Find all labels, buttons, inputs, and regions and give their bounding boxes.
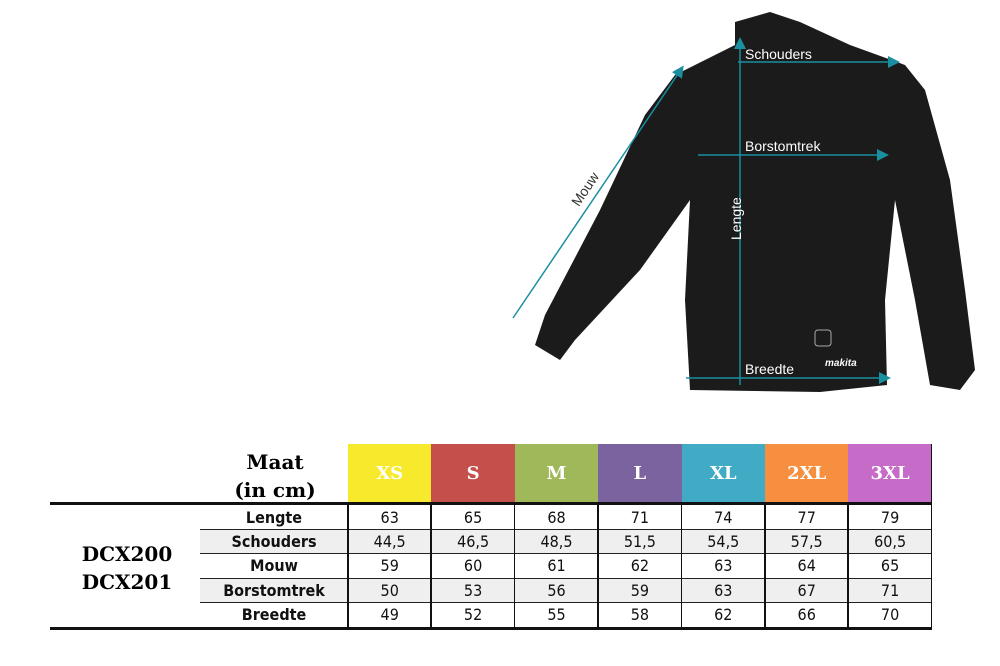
table-cell: 66 — [797, 605, 816, 624]
column-divider — [680, 505, 683, 627]
model-names: DCX200 DCX201 — [81, 542, 173, 594]
table-cell: 59 — [380, 556, 399, 575]
table-cell: 59 — [630, 580, 650, 600]
table-cell: 50 — [380, 580, 399, 600]
row-divider — [200, 529, 932, 530]
table-cell: 54,5 — [707, 531, 740, 551]
breedte-label: Breedte — [745, 361, 795, 377]
table-cell: 46,5 — [457, 531, 490, 551]
table-cell: 56 — [547, 580, 566, 600]
table-row — [200, 505, 932, 529]
table-cell: 60,5 — [874, 531, 907, 551]
maat-header: Maat (in cm) — [234, 450, 316, 502]
table-cell: 65 — [880, 556, 900, 575]
table-cell: 74 — [714, 507, 733, 527]
table-row — [200, 529, 932, 553]
row-label: Schouders — [231, 531, 317, 551]
size-header-L: L — [598, 444, 682, 502]
schouders-label: Schouders — [745, 46, 812, 62]
row-label: Lengte — [245, 507, 303, 527]
table-cell: 48,5 — [540, 531, 573, 551]
table-bottom-border — [50, 627, 932, 630]
borstomtrek-label: Borstomtrek — [745, 138, 821, 154]
size-header-S: S — [431, 444, 515, 502]
size-header-3XL: 3XL — [848, 444, 932, 502]
row-label: Mouw — [250, 556, 298, 575]
row-divider — [200, 553, 932, 554]
table-cell: 65 — [463, 507, 483, 527]
shirt-shape — [535, 12, 975, 392]
column-divider — [513, 505, 516, 627]
table-row — [200, 602, 932, 627]
table-cell: 61 — [547, 556, 566, 575]
table-cell: 62 — [630, 556, 650, 575]
column-divider — [347, 505, 349, 627]
column-divider — [930, 444, 933, 629]
size-header-XL: XL — [681, 444, 765, 502]
table-cell: 63 — [714, 580, 733, 600]
table-row — [200, 578, 932, 602]
table-cell: 49 — [380, 605, 399, 624]
table-cell: 57,5 — [790, 531, 823, 551]
shirt-illustration: makita — [512, 12, 975, 392]
column-divider — [430, 505, 432, 627]
table-cell: 70 — [880, 605, 900, 624]
column-divider — [847, 505, 849, 627]
table-cell: 51,5 — [623, 531, 656, 551]
column-divider — [764, 505, 766, 627]
table-cell: 64 — [797, 556, 816, 575]
power-button-icon — [814, 329, 832, 347]
lengte-label: Lengte — [728, 197, 744, 240]
table-row — [200, 553, 932, 578]
table-cell: 53 — [463, 580, 483, 600]
table-cell: 62 — [714, 605, 733, 624]
brand-logo: makita — [825, 358, 857, 369]
table-cell: 71 — [630, 507, 650, 527]
table-cell: 79 — [880, 507, 900, 527]
header-divider — [50, 502, 932, 505]
table-cell: 60 — [463, 556, 483, 575]
table-cell: 63 — [714, 556, 733, 575]
table-cell: 71 — [880, 580, 900, 600]
row-label: Borstomtrek — [223, 580, 325, 600]
table-cell: 63 — [380, 507, 399, 527]
size-header-M: M — [514, 444, 599, 502]
row-divider — [200, 602, 932, 603]
table-cell: 55 — [547, 605, 566, 624]
table-cell: 58 — [630, 605, 650, 624]
column-divider — [597, 505, 599, 627]
table-cell: 67 — [797, 580, 816, 600]
size-header-2XL: 2XL — [765, 444, 849, 502]
table-cell: 68 — [547, 507, 566, 527]
mouw-arrow — [512, 65, 684, 319]
row-divider — [200, 578, 932, 579]
table-cell: 77 — [797, 507, 816, 527]
size-header-XS: XS — [348, 444, 432, 502]
row-label: Breedte — [241, 605, 307, 624]
table-cell: 44,5 — [373, 531, 406, 551]
table-cell: 52 — [463, 605, 483, 624]
